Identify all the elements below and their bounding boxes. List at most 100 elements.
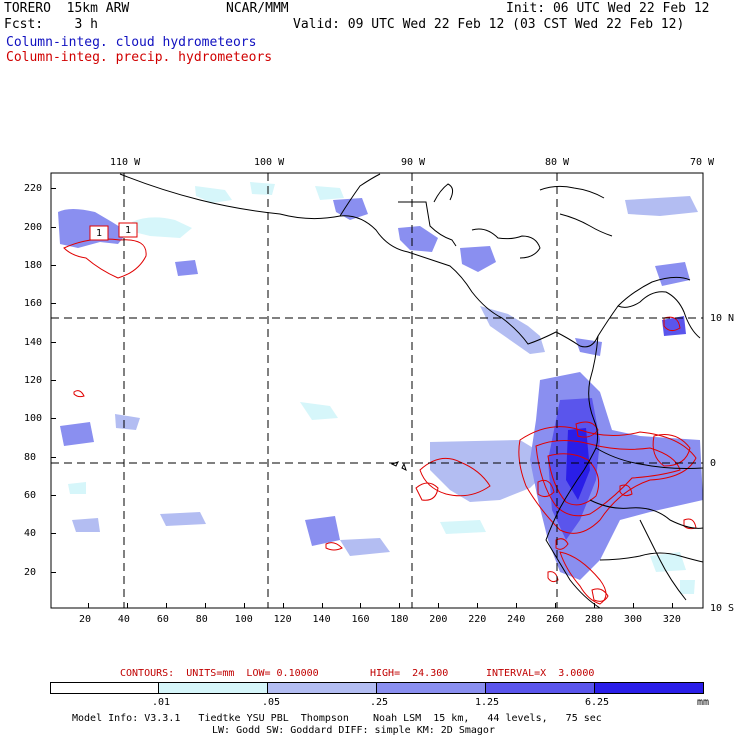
y-tick-mark — [51, 341, 56, 343]
y-tick-mark — [51, 226, 56, 228]
coastline — [583, 335, 599, 471]
lat-label: 0 — [710, 458, 717, 469]
precip-contour — [555, 538, 569, 550]
cloud-area — [60, 422, 94, 446]
x-tick-mark — [165, 603, 167, 608]
coastline — [599, 552, 703, 563]
precip-contour — [325, 542, 343, 551]
x-tick-mark — [399, 603, 401, 608]
coastline — [401, 462, 407, 471]
y-tick-label: 60 — [24, 489, 37, 501]
x-tick-label: 300 — [623, 614, 642, 625]
coastline — [545, 469, 601, 608]
organization: NCAR/MMM — [226, 1, 289, 16]
cloud-area — [680, 580, 695, 594]
lat-label: 10 S — [710, 603, 735, 614]
lon-label: 70 W — [690, 157, 715, 168]
coastline — [398, 201, 457, 247]
y-tick-label: 220 — [24, 183, 43, 195]
coastline — [539, 185, 605, 199]
cloud-area — [305, 516, 340, 546]
x-tick-mark — [204, 603, 206, 608]
precip-contour — [419, 457, 491, 497]
cloud-area — [300, 402, 338, 420]
cloud-area — [398, 226, 438, 252]
y-tick-mark — [51, 456, 56, 458]
precip-contour — [73, 390, 85, 398]
x-tick-mark — [594, 603, 595, 608]
precip-contour — [663, 316, 681, 332]
color-bar-segment — [51, 683, 159, 693]
precip-contour — [652, 434, 691, 467]
color-bar-segment — [595, 683, 703, 693]
y-tick-label: 80 — [24, 451, 37, 463]
x-tick-label: 320 — [662, 614, 681, 625]
precip-contour — [591, 588, 609, 602]
y-tick-label: 40 — [24, 528, 37, 540]
x-tick-mark — [671, 603, 673, 608]
x-tick-label: 280 — [585, 614, 604, 625]
x-tick-mark — [438, 603, 440, 608]
cloud-area — [340, 538, 390, 556]
x-tick-mark — [360, 603, 362, 608]
cloud-area — [250, 182, 275, 195]
color-bar-segment — [377, 683, 486, 693]
coastline — [595, 447, 703, 469]
x-tick-label: 140 — [312, 614, 331, 625]
coastline — [559, 213, 613, 237]
coastline — [639, 519, 687, 601]
y-tick-mark — [51, 571, 56, 573]
x-tick-label: 20 — [78, 614, 92, 625]
y-tick-mark — [51, 303, 56, 305]
contour-units: CONTOURS: UNITS=mm LOW= 0.10000 — [120, 668, 319, 679]
lat-label: 10 N — [710, 313, 735, 324]
precip-contour — [547, 453, 600, 506]
coastlines — [119, 173, 703, 608]
x-tick-label: 40 — [117, 614, 130, 625]
color-bar-unit: mm — [697, 697, 710, 708]
map-frame — [50, 172, 704, 609]
x-tick-mark — [516, 603, 518, 608]
lon-label: 80 W — [545, 157, 570, 168]
y-tick-mark — [51, 494, 56, 496]
x-tick-mark — [282, 603, 284, 608]
cloud-area — [440, 520, 486, 534]
cloud-area — [566, 428, 590, 500]
precip-contour — [547, 571, 559, 583]
x-tick-mark — [632, 603, 634, 608]
valid-time: Valid: 09 UTC Wed 22 Feb 12 (03 CST Wed … — [293, 17, 685, 32]
cloud-area — [195, 186, 232, 203]
coastline — [339, 173, 381, 217]
y-tick-label: 160 — [24, 298, 43, 310]
x-tick-label: 100 — [234, 614, 253, 625]
forecast-hour: Fcst: 3 h — [4, 17, 98, 32]
x-tick-label: 180 — [390, 614, 409, 625]
cloud-area — [460, 246, 496, 272]
precip-contour — [63, 238, 147, 279]
cloud-area — [625, 196, 698, 216]
contour-high: HIGH= 24.300 — [370, 668, 449, 679]
x-tick-label: 260 — [546, 614, 565, 625]
lon-label: 100 W — [254, 157, 285, 168]
latlon-grid — [51, 173, 703, 608]
cloud-shading — [58, 182, 703, 594]
x-tick-mark — [87, 603, 89, 608]
x-tick-label: 240 — [507, 614, 526, 625]
y-tick-label: 200 — [24, 221, 43, 233]
cloud-area — [650, 552, 686, 572]
coastline — [471, 228, 541, 259]
color-bar-segment — [268, 683, 377, 693]
y-tick-label: 180 — [24, 259, 43, 271]
x-tick-mark — [126, 603, 128, 608]
coastline — [119, 173, 691, 348]
cloud-area — [315, 186, 344, 200]
color-bar-segment — [159, 683, 268, 693]
legend-precip: Column-integ. precip. hydrometeors — [6, 50, 273, 65]
precip-contour — [415, 482, 439, 501]
lon-label: 110 W — [110, 157, 141, 168]
lon-label: 90 W — [401, 157, 426, 168]
color-bar-label: 6.25 — [585, 697, 610, 708]
color-bar-label: .05 — [262, 697, 281, 708]
cloud-area — [175, 260, 198, 276]
